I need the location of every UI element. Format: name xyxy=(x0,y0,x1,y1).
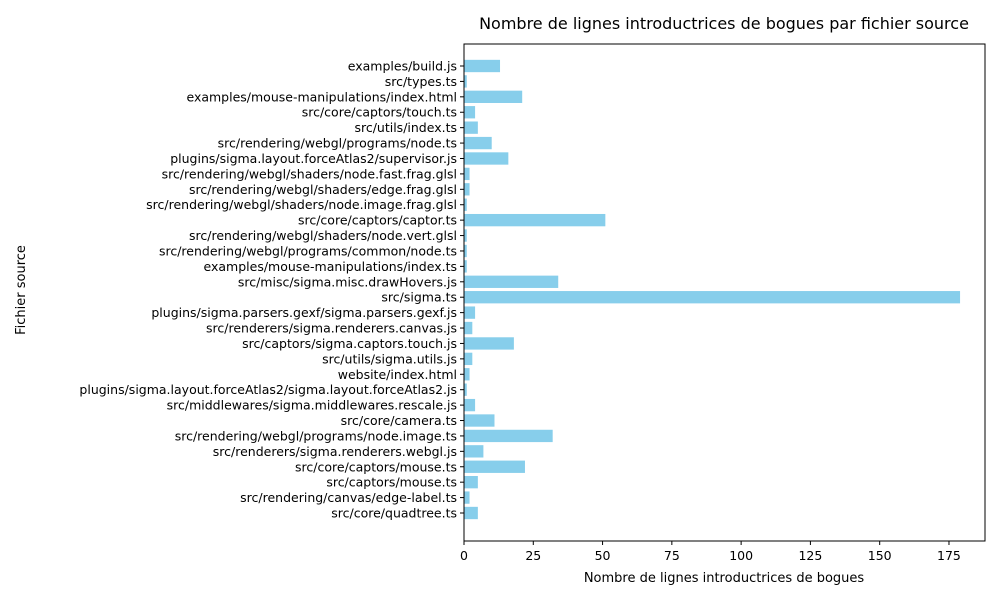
bar xyxy=(464,506,478,520)
y-tick-label: src/core/captors/captor.ts xyxy=(298,213,457,228)
y-tick-label: plugins/sigma.layout.forceAtlas2/sigma.l… xyxy=(79,382,457,397)
bars-group xyxy=(464,59,961,520)
x-tick-label: 25 xyxy=(525,548,541,563)
y-tick-label: src/misc/sigma.misc.drawHovers.js xyxy=(238,274,457,289)
y-tick-label: src/rendering/webgl/programs/node.image.… xyxy=(175,428,457,443)
chart-title: Nombre de lignes introductrices de bogue… xyxy=(479,14,969,33)
y-tick-label: src/core/captors/mouse.ts xyxy=(295,459,457,474)
bar xyxy=(464,183,470,196)
bar xyxy=(464,291,961,304)
bar xyxy=(464,213,606,227)
bar xyxy=(464,429,553,443)
y-tick-label: src/utils/sigma.utils.js xyxy=(322,351,457,366)
y-tick-label: src/middlewares/sigma.middlewares.rescal… xyxy=(167,398,457,413)
bar xyxy=(464,121,478,134)
y-tick-label: src/rendering/webgl/programs/common/node… xyxy=(159,243,457,258)
y-tick-label: plugins/sigma.layout.forceAtlas2/supervi… xyxy=(170,151,457,166)
y-tick-label: src/core/captors/touch.ts xyxy=(302,105,457,120)
bar xyxy=(464,460,525,473)
bar xyxy=(464,306,476,319)
bar xyxy=(464,414,495,427)
x-tick-label: 0 xyxy=(460,548,468,563)
y-tick-label: src/core/camera.ts xyxy=(341,413,457,428)
bar xyxy=(464,491,470,504)
bar xyxy=(464,167,470,181)
bar xyxy=(464,275,559,288)
x-tick-label: 50 xyxy=(595,548,611,563)
x-tick-label: 175 xyxy=(937,548,961,563)
bar xyxy=(464,106,476,119)
bar xyxy=(464,90,523,103)
y-axis-label: Fichier source xyxy=(14,245,29,335)
y-tick-label: plugins/sigma.parsers.gexf/sigma.parsers… xyxy=(151,305,457,320)
y-tick-label: website/index.html xyxy=(338,367,457,382)
x-axis-label: Nombre de lignes introductrices de bogue… xyxy=(584,571,865,586)
y-tick-label: src/rendering/webgl/shaders/node.image.f… xyxy=(146,197,457,212)
x-tick-label: 75 xyxy=(664,548,680,563)
bar xyxy=(464,244,467,258)
y-tick-label: src/renderers/sigma.renderers.webgl.js xyxy=(213,444,457,459)
y-tick-label: src/utils/index.ts xyxy=(354,120,457,135)
bar xyxy=(464,198,467,211)
bar xyxy=(464,352,473,366)
y-tick-label: src/rendering/canvas/edge-label.ts xyxy=(240,490,457,505)
y-tick-label: src/sigma.ts xyxy=(381,290,457,305)
y-tick-label: src/types.ts xyxy=(385,74,457,89)
y-tick-label: src/core/quadtree.ts xyxy=(331,506,457,521)
y-tick-label: src/rendering/webgl/shaders/node.fast.fr… xyxy=(162,166,457,181)
x-tick-label: 125 xyxy=(798,548,822,563)
y-tick-label: examples/mouse-manipulations/index.html xyxy=(186,89,457,104)
bar xyxy=(464,260,467,273)
x-axis-ticks: 0 25 50 75 100 125 150 175 xyxy=(460,541,961,563)
y-tick-label: src/rendering/webgl/programs/node.ts xyxy=(218,136,457,151)
y-tick-label: examples/mouse-manipulations/index.ts xyxy=(204,259,457,274)
bar xyxy=(464,383,467,396)
bar xyxy=(464,337,514,350)
bar xyxy=(464,321,473,335)
y-tick-label: src/rendering/webgl/shaders/node.vert.gl… xyxy=(189,228,457,243)
y-tick-label: examples/build.js xyxy=(348,59,457,74)
y-tick-label: src/captors/sigma.captors.touch.js xyxy=(242,336,457,351)
bar xyxy=(464,59,501,73)
bar xyxy=(464,136,492,150)
y-axis-ticks: src/core/quadtree.tssrc/rendering/canvas… xyxy=(79,59,464,521)
bar xyxy=(464,398,476,412)
bar xyxy=(464,368,470,381)
bar xyxy=(464,445,484,458)
bar xyxy=(464,476,478,489)
y-tick-label: src/renderers/sigma.renderers.canvas.js xyxy=(206,321,457,336)
x-tick-label: 100 xyxy=(729,548,753,563)
y-tick-label: src/captors/mouse.ts xyxy=(326,475,457,490)
x-tick-label: 150 xyxy=(868,548,892,563)
bar xyxy=(464,152,509,165)
bar xyxy=(464,75,467,88)
y-tick-label: src/rendering/webgl/shaders/edge.frag.gl… xyxy=(189,182,457,197)
bar xyxy=(464,229,467,242)
plot-frame xyxy=(463,43,986,542)
